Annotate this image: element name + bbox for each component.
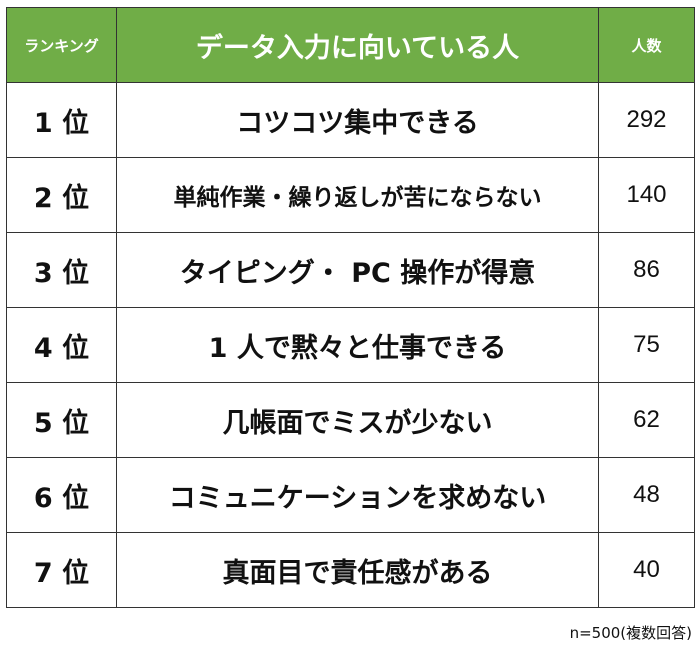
rank-cell: 5 位 [6, 382, 117, 458]
header-count: 人数 [598, 7, 695, 83]
item-cell: タイピング・ PC 操作が得意 [116, 232, 599, 308]
count-cell: 292 [598, 82, 695, 158]
count-cell: 48 [598, 457, 695, 533]
sample-size-note: n=500(複数回答) [569, 624, 692, 642]
rank-cell: 7 位 [6, 532, 117, 608]
table-row: 5 位 几帳面でミスが少ない 62 [6, 382, 695, 458]
table-row: 4 位 1 人で黙々と仕事できる 75 [6, 307, 695, 383]
item-cell: 1 人で黙々と仕事できる [116, 307, 599, 383]
rank-cell: 3 位 [6, 232, 117, 308]
ranking-table: ランキング データ入力に向いている人 人数 1 位 コツコツ集中できる 292 … [6, 7, 695, 608]
header-row: ランキング データ入力に向いている人 人数 [6, 7, 695, 83]
item-cell: コツコツ集中できる [116, 82, 599, 158]
count-cell: 140 [598, 157, 695, 233]
header-rank: ランキング [6, 7, 117, 83]
table-row: 7 位 真面目で責任感がある 40 [6, 532, 695, 608]
table-row: 2 位 単純作業・繰り返しが苦にならない 140 [6, 157, 695, 233]
count-cell: 40 [598, 532, 695, 608]
rank-cell: 6 位 [6, 457, 117, 533]
table-row: 6 位 コミュニケーションを求めない 48 [6, 457, 695, 533]
table-row: 1 位 コツコツ集中できる 292 [6, 82, 695, 158]
item-cell: コミュニケーションを求めない [116, 457, 599, 533]
item-cell: 几帳面でミスが少ない [116, 382, 599, 458]
rank-cell: 1 位 [6, 82, 117, 158]
item-cell: 真面目で責任感がある [116, 532, 599, 608]
rank-cell: 4 位 [6, 307, 117, 383]
count-cell: 75 [598, 307, 695, 383]
count-cell: 86 [598, 232, 695, 308]
item-cell: 単純作業・繰り返しが苦にならない [116, 157, 599, 233]
rank-cell: 2 位 [6, 157, 117, 233]
header-title: データ入力に向いている人 [116, 7, 599, 83]
count-cell: 62 [598, 382, 695, 458]
table-row: 3 位 タイピング・ PC 操作が得意 86 [6, 232, 695, 308]
